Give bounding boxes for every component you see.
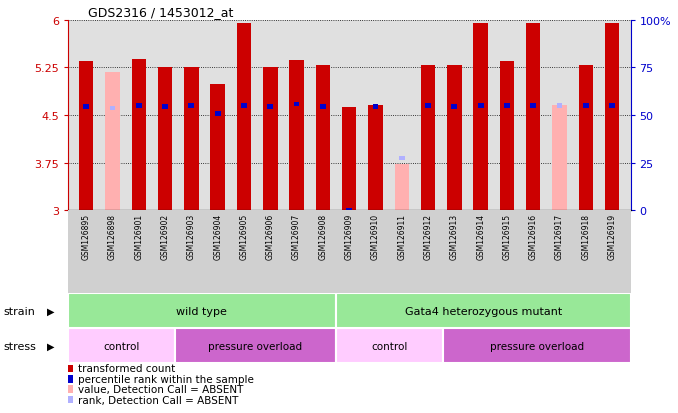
Bar — [105, 73, 120, 211]
Bar — [267, 105, 273, 109]
Text: GSM126907: GSM126907 — [292, 213, 301, 259]
Text: GSM126915: GSM126915 — [502, 213, 511, 259]
Bar — [184, 67, 199, 211]
Bar — [399, 157, 405, 161]
Bar — [443, 328, 631, 363]
Text: rank, Detection Call = ABSENT: rank, Detection Call = ABSENT — [78, 394, 239, 405]
Text: pressure overload: pressure overload — [208, 341, 302, 351]
Text: GSM126912: GSM126912 — [424, 213, 433, 259]
Bar — [68, 396, 73, 403]
Bar — [452, 105, 457, 109]
Text: control: control — [371, 341, 407, 351]
Bar — [68, 386, 73, 393]
Text: Gata4 heterozygous mutant: Gata4 heterozygous mutant — [405, 306, 562, 316]
Bar — [215, 112, 220, 116]
Text: GSM126904: GSM126904 — [213, 213, 222, 259]
Text: wild type: wild type — [176, 306, 227, 316]
Bar — [136, 104, 142, 108]
Bar — [583, 104, 589, 108]
Bar — [83, 105, 89, 109]
Text: GSM126909: GSM126909 — [344, 213, 354, 259]
Bar — [342, 108, 357, 211]
Bar — [132, 60, 146, 211]
Text: GSM126910: GSM126910 — [371, 213, 380, 259]
Text: strain: strain — [3, 306, 35, 316]
Bar — [290, 61, 304, 211]
Text: ▶: ▶ — [47, 306, 55, 316]
Bar — [110, 107, 115, 111]
Bar — [578, 66, 593, 211]
Bar — [68, 375, 73, 382]
Text: ▶: ▶ — [47, 341, 55, 351]
Text: GSM126901: GSM126901 — [134, 213, 143, 259]
Text: GSM126908: GSM126908 — [319, 213, 327, 259]
Bar — [447, 66, 462, 211]
Text: GSM126917: GSM126917 — [555, 213, 564, 259]
Text: GSM126913: GSM126913 — [450, 213, 459, 259]
Bar — [368, 106, 382, 211]
Text: GSM126895: GSM126895 — [82, 213, 91, 259]
Bar — [336, 328, 443, 363]
Text: GSM126911: GSM126911 — [397, 213, 406, 259]
Text: control: control — [103, 341, 140, 351]
Bar — [553, 106, 567, 211]
Text: GDS2316 / 1453012_at: GDS2316 / 1453012_at — [88, 6, 233, 19]
Bar — [79, 62, 94, 211]
Bar — [605, 24, 620, 211]
Text: pressure overload: pressure overload — [490, 341, 584, 351]
Bar — [557, 104, 563, 108]
Bar — [336, 293, 631, 328]
Bar — [68, 365, 73, 373]
Text: GSM126906: GSM126906 — [266, 213, 275, 259]
Text: GSM126903: GSM126903 — [187, 213, 196, 259]
Text: percentile rank within the sample: percentile rank within the sample — [78, 374, 254, 384]
Text: GSM126918: GSM126918 — [581, 213, 591, 259]
Bar — [188, 104, 195, 108]
Bar — [478, 104, 483, 108]
Text: GSM126914: GSM126914 — [476, 213, 485, 259]
Text: GSM126902: GSM126902 — [161, 213, 170, 259]
Text: value, Detection Call = ABSENT: value, Detection Call = ABSENT — [78, 384, 243, 394]
Bar — [237, 24, 252, 211]
Bar — [320, 105, 325, 109]
Bar — [175, 328, 336, 363]
Bar — [421, 66, 435, 211]
Bar — [316, 66, 330, 211]
Text: stress: stress — [3, 341, 36, 351]
Bar — [158, 68, 172, 211]
Text: GSM126905: GSM126905 — [239, 213, 248, 259]
Bar — [263, 68, 277, 211]
Bar — [504, 104, 510, 108]
Bar — [210, 85, 225, 211]
Bar — [530, 104, 536, 108]
Bar — [473, 24, 488, 211]
Bar — [68, 293, 336, 328]
Text: GSM126919: GSM126919 — [607, 213, 616, 259]
Text: transformed count: transformed count — [78, 363, 176, 374]
Bar — [500, 62, 514, 211]
Bar — [526, 24, 540, 211]
Text: GSM126898: GSM126898 — [108, 213, 117, 259]
Bar — [162, 105, 168, 109]
Bar — [294, 103, 300, 107]
Bar — [395, 165, 409, 211]
Bar — [425, 104, 431, 108]
Bar — [68, 328, 175, 363]
Bar — [241, 104, 247, 108]
Text: GSM126916: GSM126916 — [529, 213, 538, 259]
Bar — [346, 209, 352, 213]
Bar — [610, 104, 615, 108]
Bar — [373, 105, 378, 109]
